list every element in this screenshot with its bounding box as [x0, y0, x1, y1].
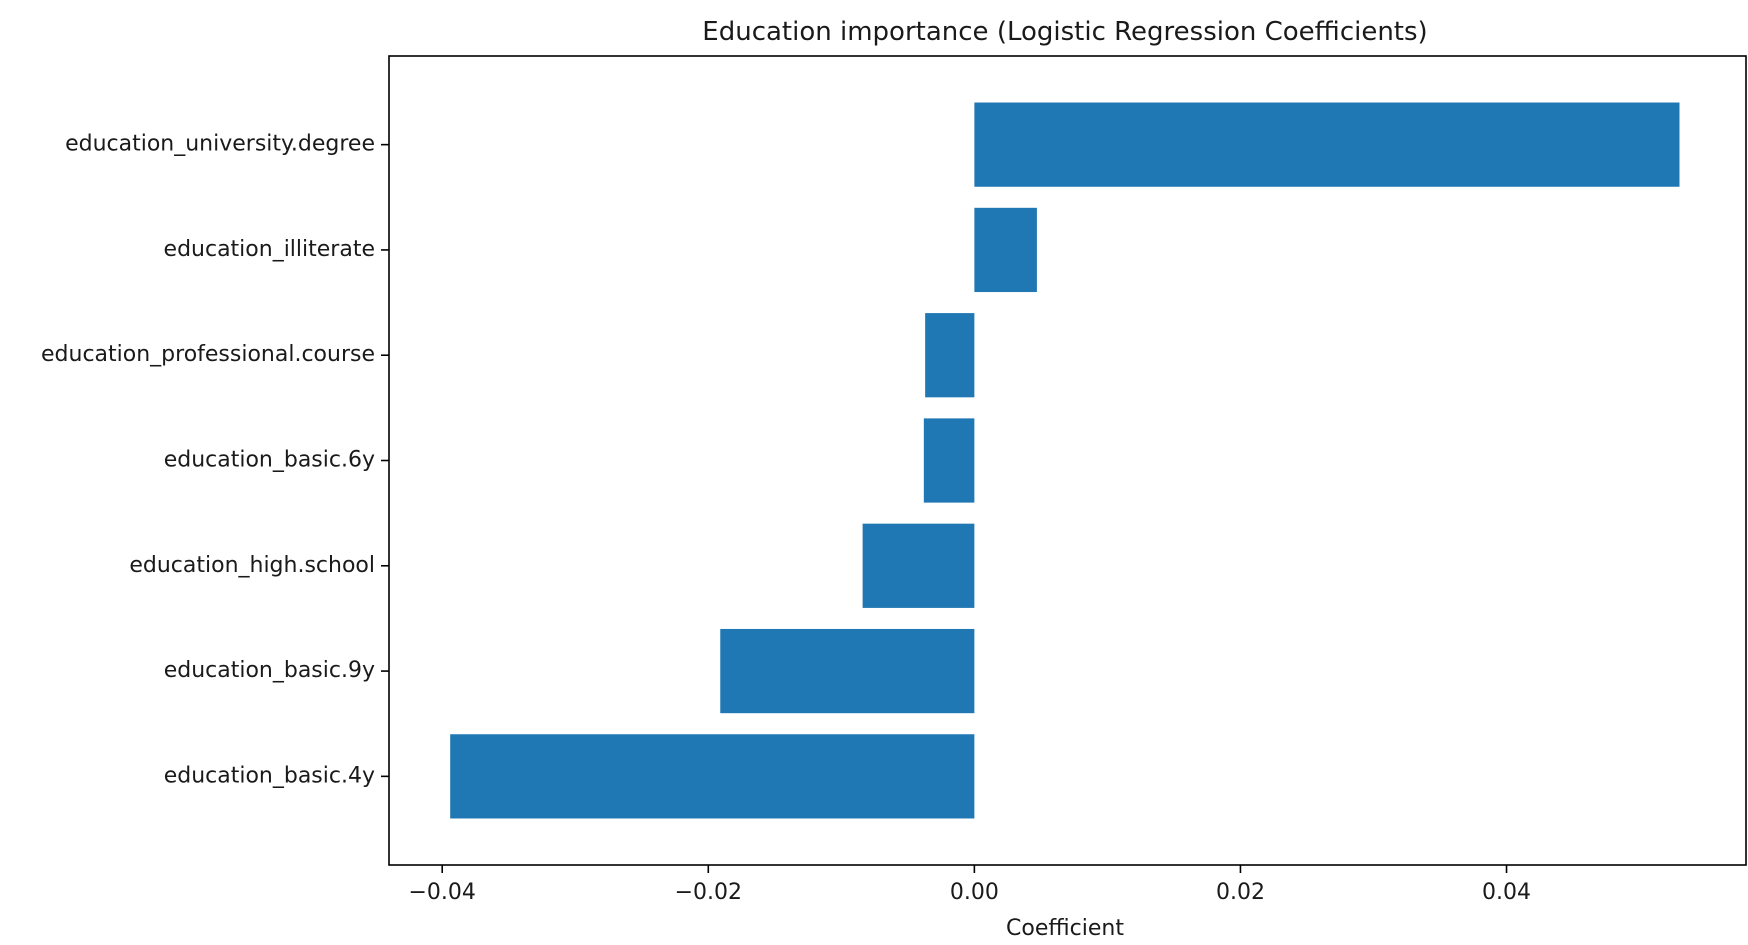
y-tick-label: education_university.degree: [65, 132, 375, 157]
bar: [923, 418, 975, 503]
x-tick-label: −0.02: [675, 880, 742, 905]
chart-title: Education importance (Logistic Regressio…: [702, 17, 1427, 47]
bar: [925, 313, 975, 398]
plot-frame: [388, 55, 1747, 866]
y-tick-label: education_basic.6y: [164, 448, 375, 473]
y-axis: education_university.degree education_ill…: [41, 132, 389, 788]
x-tick-label: 0.00: [950, 880, 999, 905]
y-tick-label: education_high.school: [129, 553, 375, 578]
y-tick-label: education_basic.9y: [164, 658, 375, 683]
bar: [974, 207, 1037, 293]
x-tick-label: −0.04: [409, 880, 476, 905]
bar: [862, 523, 975, 608]
y-tick-label: education_basic.4y: [164, 763, 375, 788]
bars-layer: [450, 102, 1680, 819]
y-tick-label: education_illiterate: [164, 237, 375, 262]
bar: [450, 734, 975, 819]
y-tick-label: education_professional.course: [41, 342, 375, 367]
x-axis-label: Coefficient: [1006, 916, 1124, 941]
x-tick-label: 0.02: [1216, 880, 1265, 905]
bar: [974, 102, 1680, 187]
x-axis: −0.04 −0.02 0.00 0.02 0.04: [409, 865, 1531, 905]
x-tick-label: 0.04: [1482, 880, 1531, 905]
bar: [720, 628, 975, 714]
